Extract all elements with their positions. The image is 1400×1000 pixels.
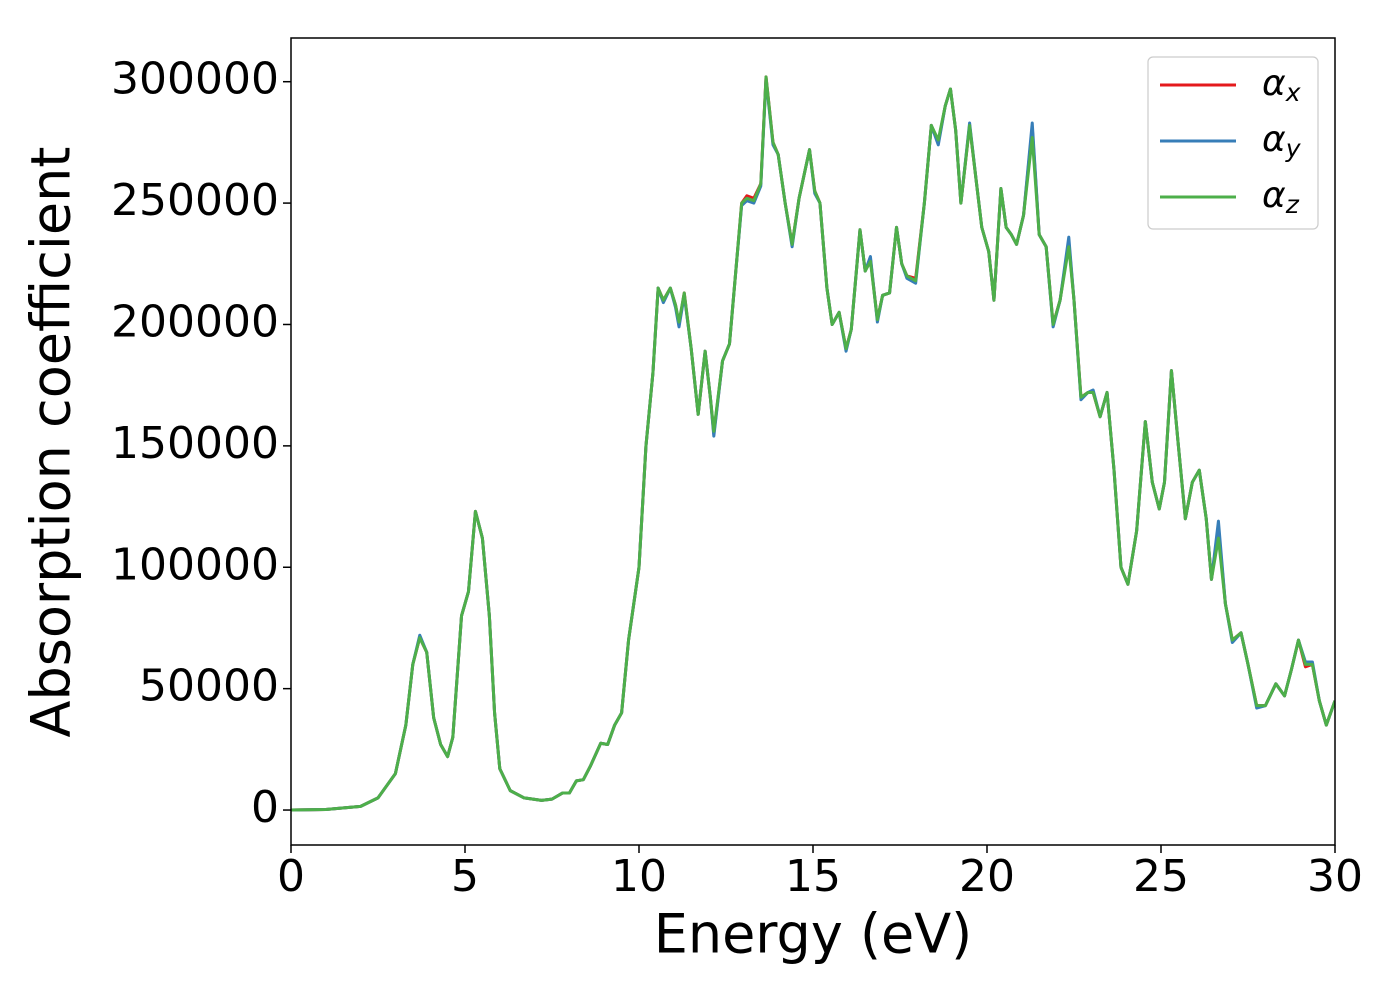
legend-label: αz xyxy=(1262,175,1300,219)
legend-box xyxy=(1147,56,1319,230)
x-tick-label: 20 xyxy=(959,851,1015,902)
x-tick-label: 25 xyxy=(1133,851,1189,902)
legend-label: αx xyxy=(1262,63,1301,107)
legend-label: αy xyxy=(1262,119,1302,163)
x-tick-label: 15 xyxy=(785,851,841,902)
plot-frame xyxy=(290,37,1336,846)
x-tick-label: 30 xyxy=(1307,851,1363,902)
x-tick-label: 5 xyxy=(451,851,479,902)
y-tick-label: 50000 xyxy=(139,661,279,712)
x-tick-label: 0 xyxy=(277,851,305,902)
y-tick-label: 250000 xyxy=(111,175,279,226)
y-tick-label: 100000 xyxy=(111,539,279,590)
series-line xyxy=(291,75,1335,812)
y-tick-label: 300000 xyxy=(111,54,279,105)
y-tick-label: 200000 xyxy=(111,296,279,347)
y-tick-label: 150000 xyxy=(111,418,279,469)
x-tick-label: 10 xyxy=(611,851,667,902)
y-axis-label: Absorption coefficient xyxy=(20,147,83,738)
x-axis-label: Energy (eV) xyxy=(654,903,973,966)
y-tick-label: 0 xyxy=(251,782,279,833)
